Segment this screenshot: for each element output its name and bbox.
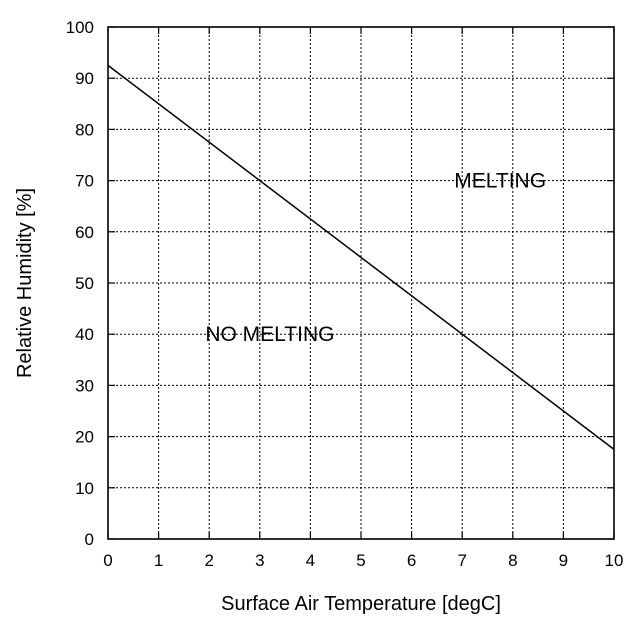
x-tick-label: 6 [407, 551, 416, 570]
y-tick-label: 90 [75, 69, 94, 88]
y-tick-label: 70 [75, 172, 94, 191]
x-tick-label: 4 [306, 551, 315, 570]
x-tick-label: 10 [605, 551, 624, 570]
plot-frame [107, 26, 615, 540]
annotations: MELTING NO MELTING [205, 170, 546, 347]
melting-threshold-line [107, 64, 615, 450]
x-tick-label: 5 [356, 551, 365, 570]
y-tick-label: 0 [85, 530, 94, 549]
x-tick-label: 8 [508, 551, 517, 570]
y-tick-label: 10 [75, 479, 94, 498]
y-tick-label: 20 [75, 428, 94, 447]
region-label: NO MELTING [205, 323, 334, 346]
x-tick-label: 9 [559, 551, 568, 570]
x-tick-label: 2 [204, 551, 213, 570]
y-tick-label: 30 [75, 376, 94, 395]
x-tick-label: 0 [103, 551, 112, 570]
x-tick-label: 7 [457, 551, 466, 570]
x-tick-label: 1 [154, 551, 163, 570]
y-tick-label: 40 [75, 325, 94, 344]
y-tick-label: 50 [75, 274, 94, 293]
series [107, 64, 615, 450]
y-axis-title: Relative Humidity [%] [14, 188, 36, 378]
region-label: MELTING [454, 170, 546, 193]
x-axis-title: Surface Air Temperature [degC] [221, 593, 501, 615]
y-tick-label: 60 [75, 223, 94, 242]
grid [108, 27, 614, 539]
x-tick-label: 3 [255, 551, 264, 570]
y-tick-label: 100 [66, 18, 94, 37]
y-tick-label: 80 [75, 120, 94, 139]
